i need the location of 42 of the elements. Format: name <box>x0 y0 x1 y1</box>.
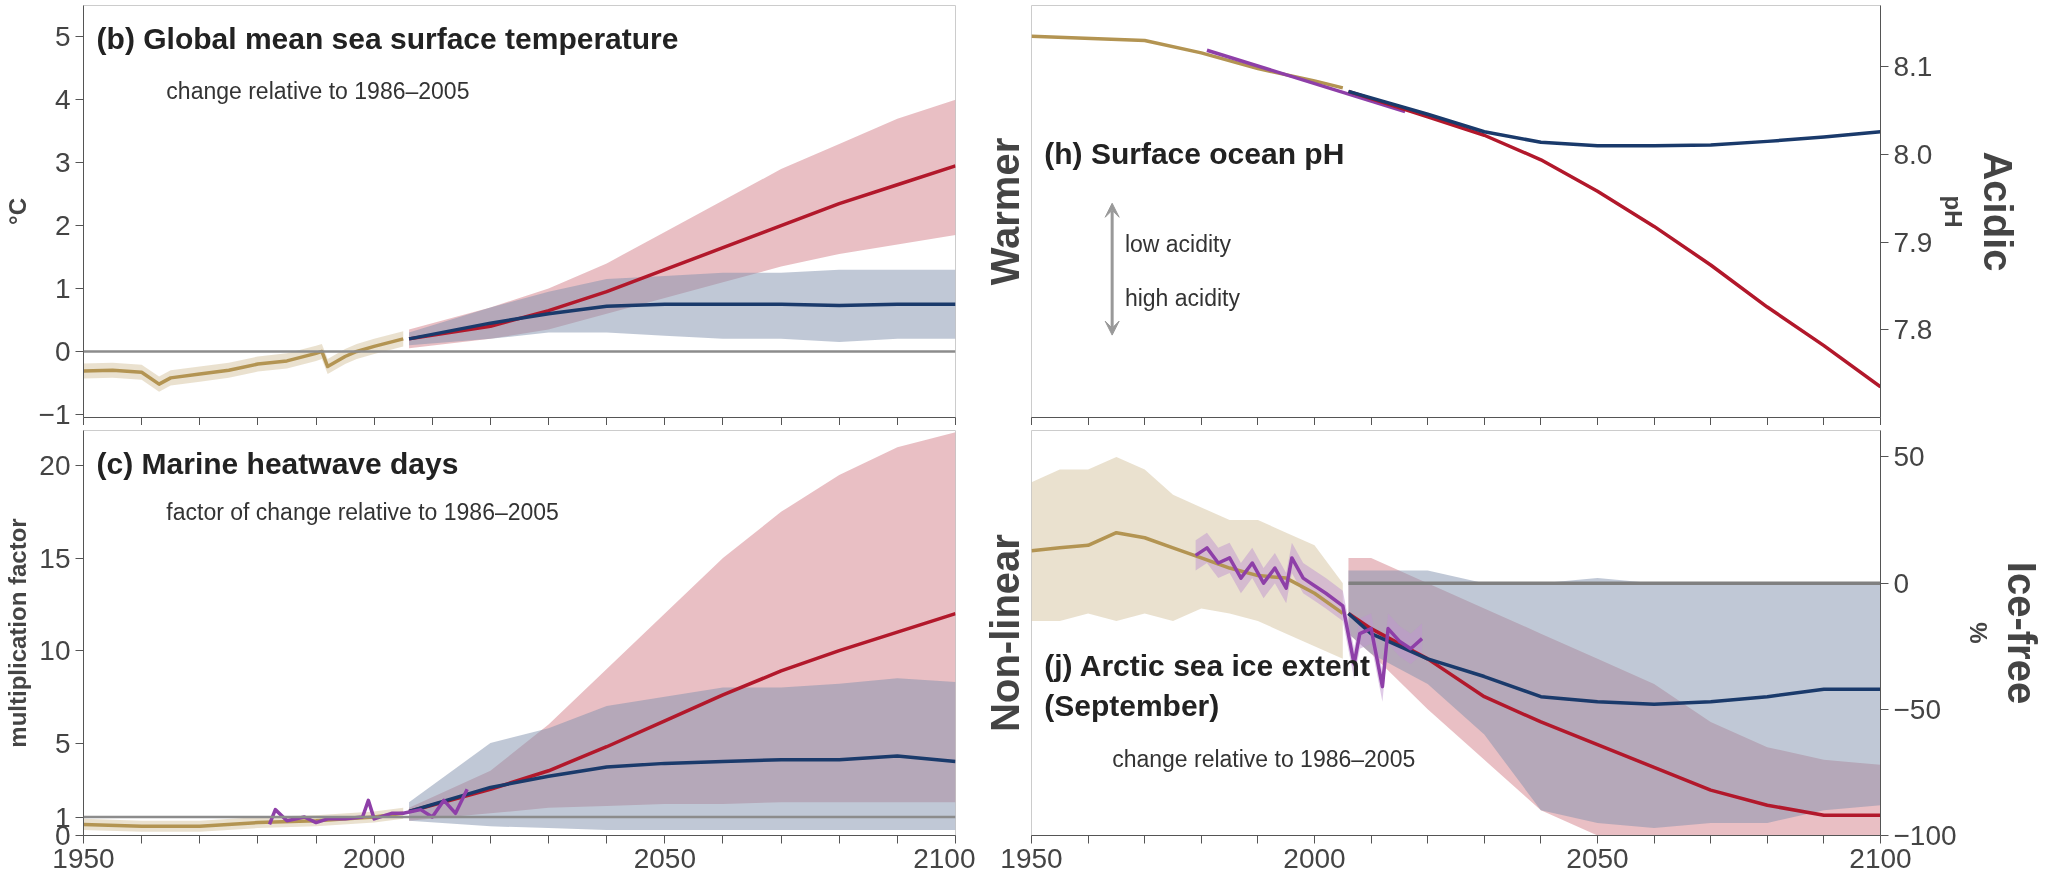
y-tick-label: 0 <box>54 335 71 367</box>
text: Warmer <box>982 137 1027 286</box>
y-tick-label: 2 <box>54 210 71 242</box>
text: Non-linear <box>982 534 1027 732</box>
y-tick-label: 10 <box>39 635 71 667</box>
text: change relative to 1986–2005 <box>1112 745 1416 772</box>
y-tick-label: −1 <box>38 398 71 430</box>
y-tick-label: 7.9 <box>1893 226 1933 258</box>
y-tick-label: 1 <box>54 273 71 305</box>
x-tick-label: 2000 <box>343 842 406 870</box>
x-tick-label: 2050 <box>1566 842 1629 870</box>
y-tick-label: −50 <box>1893 693 1941 725</box>
text: factor of change relative to 1986–2005 <box>166 498 559 525</box>
x-tick-label: 2000 <box>1283 842 1346 870</box>
annotation: high acidity <box>1124 285 1241 312</box>
y-tick-label: 50 <box>1893 441 1925 473</box>
text: (h) Surface ocean pH <box>1044 137 1345 171</box>
y-tick-label: 7.8 <box>1893 314 1933 346</box>
y-axis-title: pH <box>1940 195 1968 228</box>
annotation: low acidity <box>1124 231 1232 258</box>
y-tick-label: 8.1 <box>1893 51 1933 83</box>
y-tick-label: 5 <box>54 727 71 759</box>
y-tick-label: 8.0 <box>1893 139 1933 171</box>
x-tick-label: 2050 <box>633 842 696 870</box>
text: change relative to 1986–2005 <box>166 77 470 104</box>
x-tick-label: 1950 <box>1000 842 1063 870</box>
text: (j) Arctic sea ice extent (September) <box>1044 649 1370 722</box>
y-tick-label: 5 <box>54 21 71 53</box>
y-axis-title: multiplication factor <box>4 518 32 748</box>
y-tick-label: 15 <box>39 542 71 574</box>
y-axis-title: °C <box>3 198 31 225</box>
x-tick-label: 2100 <box>1849 842 1912 870</box>
text: Ice-free <box>1999 561 2044 705</box>
text: (b) Global mean sea surface temperature <box>96 21 679 55</box>
y-tick-label: 0 <box>1893 567 1910 599</box>
x-tick-label: 2100 <box>913 842 976 870</box>
y-tick-label: 20 <box>39 450 71 482</box>
y-axis-title: % <box>1964 622 1992 644</box>
text: (c) Marine heatwave days <box>96 446 459 480</box>
text: Acidic <box>1975 151 2020 272</box>
y-tick-label: 4 <box>54 84 71 116</box>
y-tick-label: 3 <box>54 147 71 179</box>
